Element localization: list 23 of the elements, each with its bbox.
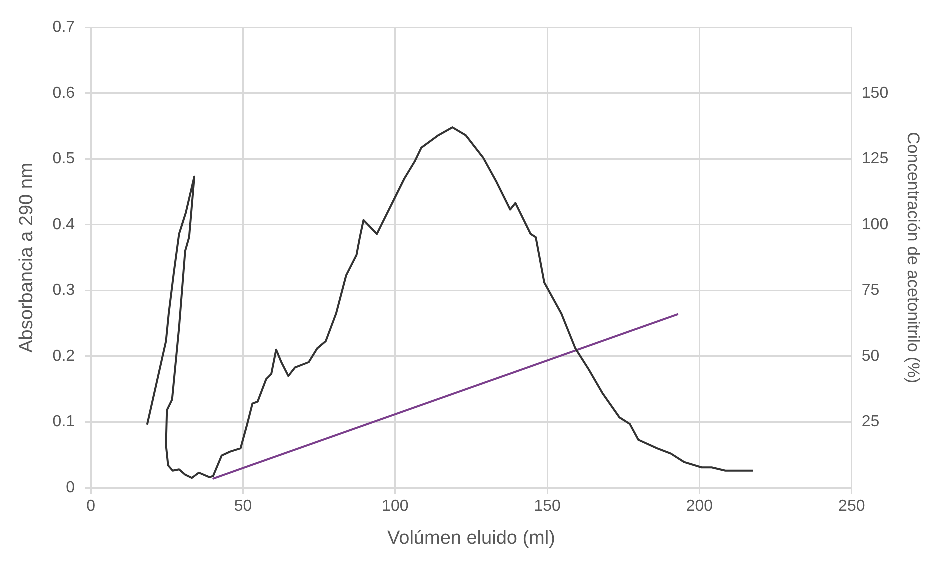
- y-tick-label: 0: [66, 479, 76, 496]
- y-tick-label: 0.3: [52, 282, 76, 300]
- y2-tick-label: 150: [862, 84, 889, 102]
- y-tick-label: 0.6: [52, 84, 76, 102]
- x-tick-label: 200: [686, 498, 714, 516]
- x-axis-title: Volúmen eluido (ml): [388, 528, 556, 549]
- x-tick-label: 0: [86, 498, 96, 516]
- x-tick-label: 100: [382, 498, 409, 516]
- y2-tick-label: 75: [862, 282, 880, 300]
- y-tick-label: 0.7: [52, 19, 76, 36]
- y2-tick-label: 125: [862, 150, 889, 168]
- y-tick-label: 0.2: [52, 348, 76, 365]
- y-tick-label: 0.4: [52, 216, 76, 234]
- y2-tick-label: 25: [862, 414, 880, 431]
- x-tick-label: 150: [534, 498, 562, 516]
- y-axis-title: Absorbancia a 290 nm: [16, 162, 38, 353]
- x-tick-label: 250: [838, 498, 866, 516]
- y2-tick-label: 50: [862, 348, 880, 365]
- y2-axis-title: Concentración de acetonitrilo (%): [904, 132, 924, 384]
- x-tick-label: 50: [234, 498, 252, 516]
- y2-tick-label: 100: [862, 216, 889, 234]
- y-tick-label: 0.1: [52, 414, 76, 431]
- y-tick-label: 0.5: [52, 150, 76, 168]
